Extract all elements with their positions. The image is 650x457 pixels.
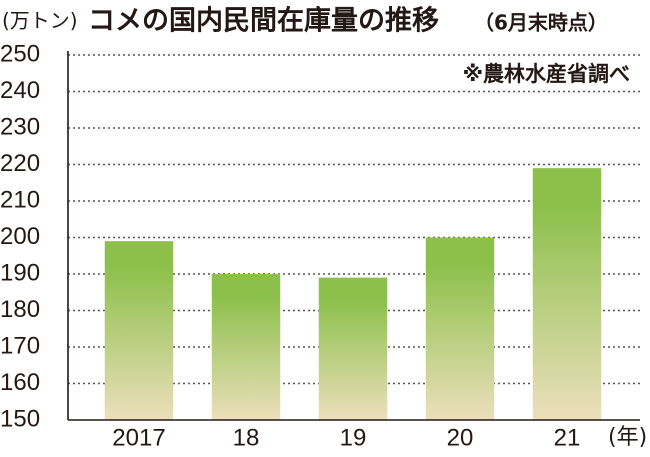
y-tick-label: 150 (0, 405, 40, 432)
source-note: ※農林水産省調べ (463, 62, 630, 86)
x-tick-label: 18 (233, 424, 260, 451)
bar (104, 241, 174, 420)
x-tick-label: 2017 (112, 424, 165, 451)
x-tick-label: 21 (554, 424, 581, 451)
bar (211, 274, 281, 420)
chart-subtitle: （6月末時点） (474, 11, 608, 35)
y-tick-label: 170 (0, 332, 40, 359)
bar (532, 168, 602, 420)
y-tick-label: 220 (0, 150, 40, 177)
y-axis-label: (万トン) (2, 9, 78, 33)
bar (318, 277, 388, 420)
bar (425, 237, 495, 420)
y-tick-label: 250 (0, 40, 40, 67)
y-tick-label: 210 (0, 186, 40, 213)
y-tick-label: 180 (0, 296, 40, 323)
chart-title: コメの国内民間在庫量の推移 (88, 6, 439, 37)
y-tick-label: 230 (0, 113, 40, 140)
x-tick-label: 20 (447, 424, 474, 451)
y-tick-label: 190 (0, 259, 40, 286)
y-tick-label: 240 (0, 77, 40, 104)
x-tick-label: 19 (340, 424, 367, 451)
x-axis-label: (年) (608, 425, 647, 450)
y-tick-label: 200 (0, 223, 40, 250)
y-tick-label: 160 (0, 369, 40, 396)
